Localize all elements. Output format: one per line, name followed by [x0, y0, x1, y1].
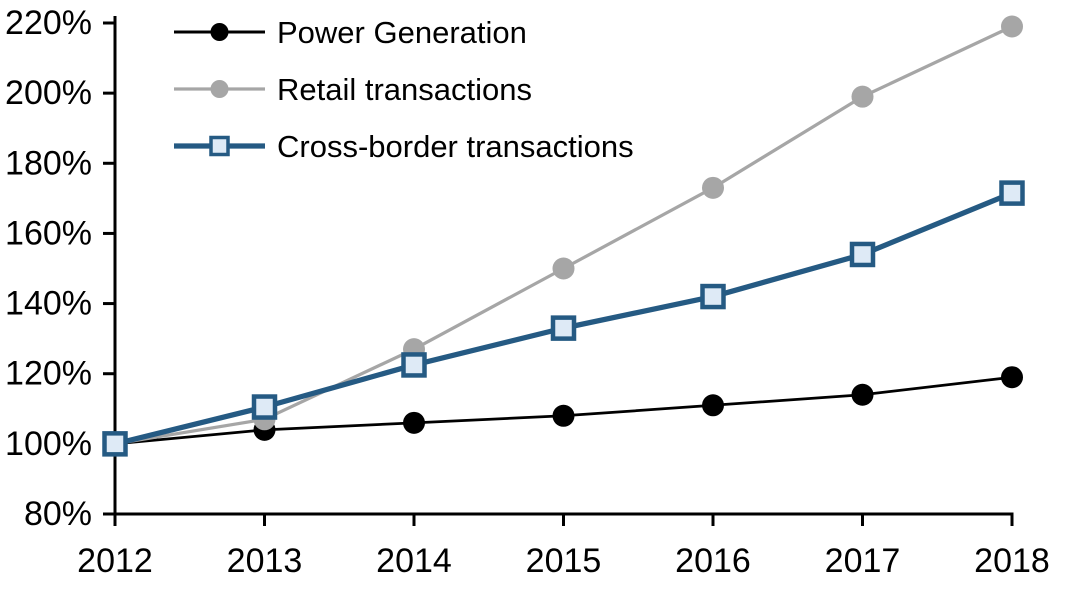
x-axis-label: 2013 [227, 542, 303, 580]
legend-item-power-generation: Power Generation [172, 8, 634, 56]
x-axis-label: 2017 [825, 542, 901, 580]
legend-marker-square-icon [209, 135, 230, 157]
legend: Power Generation Retail transactions Cross… [172, 8, 634, 170]
data-point-power-generation [1001, 366, 1023, 389]
legend-label-cross-border-transactions: Cross-border transactions [277, 128, 634, 164]
legend-label-power-generation: Power Generation [277, 14, 527, 50]
data-point-retail-transactions [702, 176, 724, 199]
x-axis-label: 2014 [376, 542, 452, 580]
legend-item-cross-border-transactions: Cross-border transactions [172, 122, 634, 170]
legend-marker-circle-icon [210, 80, 229, 98]
y-axis-label: 160% [5, 214, 92, 252]
data-point-cross-border-transactions [550, 315, 577, 341]
y-axis-label: 140% [5, 285, 92, 323]
x-axis-label: 2018 [974, 542, 1050, 580]
data-point-cross-border-transactions [401, 352, 427, 378]
y-axis-label: 100% [5, 425, 92, 463]
legend-label-retail-transactions: Retail transactions [277, 71, 533, 107]
data-point-power-generation [552, 404, 575, 427]
data-point-power-generation [851, 383, 874, 406]
legend-marker-circle-icon [210, 23, 229, 41]
y-axis-label: 120% [5, 355, 92, 393]
legend-swatch-retail-transactions [174, 80, 265, 98]
legend-swatch-cross-border-transactions [174, 135, 265, 157]
data-point-power-generation [702, 394, 724, 417]
data-point-retail-transactions [851, 85, 874, 108]
data-point-cross-border-transactions [700, 283, 726, 310]
x-axis-label: 2012 [77, 542, 153, 580]
data-point-cross-border-transactions [102, 431, 128, 457]
legend-item-retail-transactions: Retail transactions [172, 65, 634, 113]
data-point-cross-border-transactions [999, 180, 1025, 206]
y-axis-label: 200% [5, 74, 92, 112]
data-point-cross-border-transactions [849, 241, 876, 268]
y-axis-label: 220% [5, 4, 92, 42]
legend-swatch-power-generation [174, 23, 265, 41]
y-axis-label: 180% [5, 144, 92, 182]
y-axis-label: 80% [24, 495, 92, 533]
data-point-retail-transactions [552, 257, 575, 280]
x-axis-label: 2015 [526, 542, 602, 580]
data-point-cross-border-transactions [251, 394, 278, 420]
data-point-retail-transactions [1001, 15, 1023, 38]
x-axis-label: 2016 [675, 542, 751, 580]
data-point-power-generation [403, 411, 425, 434]
